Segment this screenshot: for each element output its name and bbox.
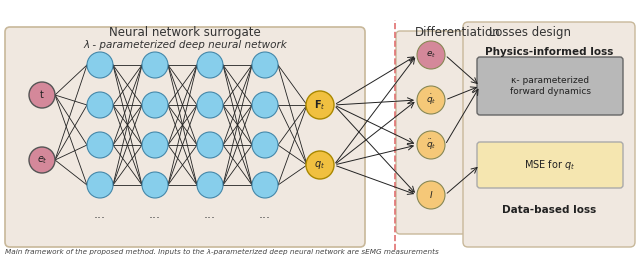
Text: $\dot{q}_t$: $\dot{q}_t$ xyxy=(426,93,436,107)
Text: λ - parameterized deep neural network: λ - parameterized deep neural network xyxy=(83,40,287,50)
Circle shape xyxy=(252,132,278,158)
FancyBboxPatch shape xyxy=(477,142,623,188)
Circle shape xyxy=(87,172,113,198)
Circle shape xyxy=(252,52,278,78)
Text: ...: ... xyxy=(259,209,271,222)
Text: ...: ... xyxy=(204,209,216,222)
Text: $\mathbf{F}_t$: $\mathbf{F}_t$ xyxy=(314,98,326,112)
Circle shape xyxy=(197,172,223,198)
Text: $e_t$: $e_t$ xyxy=(36,154,47,166)
Circle shape xyxy=(29,82,55,108)
Circle shape xyxy=(252,172,278,198)
Text: $e_t$: $e_t$ xyxy=(426,50,436,60)
Circle shape xyxy=(142,52,168,78)
Text: Main framework of the proposed method. Inputs to the λ-parameterized deep neural: Main framework of the proposed method. I… xyxy=(5,249,439,255)
Circle shape xyxy=(87,52,113,78)
FancyBboxPatch shape xyxy=(477,57,623,115)
Circle shape xyxy=(306,151,334,179)
Circle shape xyxy=(417,131,445,159)
Text: ...: ... xyxy=(149,209,161,222)
Text: $q_t$: $q_t$ xyxy=(314,159,326,171)
Text: $\ddot{q}_t$: $\ddot{q}_t$ xyxy=(426,138,436,152)
Circle shape xyxy=(197,52,223,78)
Text: Differentiation: Differentiation xyxy=(415,25,500,38)
Circle shape xyxy=(417,41,445,69)
Text: t: t xyxy=(40,90,44,100)
Circle shape xyxy=(197,92,223,118)
Text: Neural network surrogate: Neural network surrogate xyxy=(109,25,261,38)
Circle shape xyxy=(197,132,223,158)
FancyBboxPatch shape xyxy=(463,22,635,247)
Text: Physics-informed loss: Physics-informed loss xyxy=(485,47,613,57)
Text: MSE for $q_t$: MSE for $q_t$ xyxy=(524,158,576,172)
Circle shape xyxy=(142,132,168,158)
Text: κ- parameterized
forward dynamics: κ- parameterized forward dynamics xyxy=(509,76,591,96)
Circle shape xyxy=(29,147,55,173)
Circle shape xyxy=(417,86,445,114)
Text: Losses design: Losses design xyxy=(489,25,571,38)
Text: ...: ... xyxy=(94,209,106,222)
Text: Data-based loss: Data-based loss xyxy=(502,205,596,215)
FancyBboxPatch shape xyxy=(396,31,466,234)
Text: $I$: $I$ xyxy=(429,190,433,200)
Circle shape xyxy=(142,172,168,198)
Circle shape xyxy=(87,92,113,118)
Circle shape xyxy=(417,181,445,209)
Circle shape xyxy=(306,91,334,119)
FancyBboxPatch shape xyxy=(5,27,365,247)
Circle shape xyxy=(142,92,168,118)
Circle shape xyxy=(87,132,113,158)
Circle shape xyxy=(252,92,278,118)
